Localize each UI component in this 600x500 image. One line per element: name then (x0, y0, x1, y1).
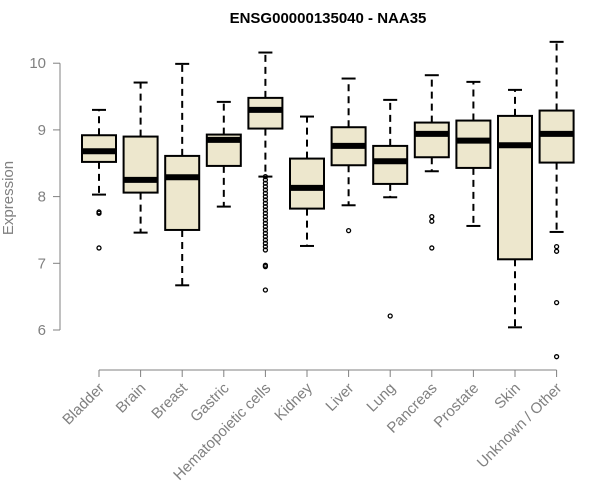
x-tick-label: Skin (491, 380, 524, 413)
y-tick-label: 7 (38, 255, 46, 272)
y-axis: 6 7 8 9 10 (29, 55, 61, 339)
outlier-point (262, 243, 269, 250)
outlier-point (96, 245, 102, 251)
box-liver (330, 77, 367, 234)
outlier-point (262, 187, 269, 193)
x-tick-label: Kidney (271, 379, 316, 424)
outlier-point (262, 213, 269, 220)
outlier-point (262, 233, 269, 240)
outlier-point (96, 210, 102, 216)
outlier-point (262, 173, 269, 180)
outlier-point (262, 207, 269, 213)
outlier-point (262, 217, 269, 223)
box-skin (497, 88, 533, 329)
iqr-box (372, 144, 409, 185)
y-tick-label: 9 (38, 122, 46, 139)
box-gastric (205, 100, 242, 208)
x-tick-label: Bladder (59, 380, 108, 429)
outlier-point (262, 237, 269, 243)
y-axis-label: Expression (0, 161, 17, 235)
outlier-point (262, 210, 269, 216)
outlier-point (262, 287, 269, 293)
y-tick-label: 8 (38, 189, 46, 206)
outlier-point (262, 190, 269, 196)
outlier-point (387, 313, 393, 319)
outlier-point (553, 243, 560, 250)
iqr-box (497, 114, 533, 261)
x-tick-label: Lung (363, 380, 399, 416)
outlier-point (262, 220, 269, 226)
x-tick-label: Brain (113, 380, 150, 417)
iqr-box (164, 154, 201, 231)
box-bladder (81, 108, 117, 251)
outlier-point (262, 240, 269, 246)
outlier-point (553, 248, 560, 254)
box-hematopoietic-cells (247, 51, 284, 293)
box-brain (122, 81, 159, 234)
box-series (81, 40, 575, 360)
outlier-point (262, 223, 269, 230)
box-prostate (455, 80, 492, 227)
outlier-point (262, 177, 269, 183)
outlier-point (262, 203, 269, 210)
x-tick-label: Breast (148, 379, 191, 422)
iqr-box (413, 121, 450, 159)
outlier-point (262, 230, 269, 236)
iqr-box (122, 135, 159, 194)
outlier-point (262, 193, 269, 200)
outlier-point (429, 213, 435, 220)
outlier-point (345, 227, 352, 234)
outlier-point (262, 197, 269, 203)
x-tick-label: Prostate (431, 380, 483, 432)
box-kidney (289, 115, 325, 247)
outlier-point (262, 200, 269, 206)
box-pancreas (413, 74, 450, 251)
chart-title: ENSG00000135040 - NAA35 (230, 10, 427, 27)
x-tick-label: Liver (322, 380, 357, 415)
iqr-box (289, 157, 325, 210)
box-lung (372, 98, 409, 319)
y-tick-label: 6 (38, 322, 46, 339)
outlier-point (553, 300, 560, 306)
iqr-box (247, 96, 284, 130)
outlier-point (429, 245, 435, 251)
outlier-point (262, 180, 269, 186)
box-breast (164, 62, 201, 287)
outlier-point (429, 218, 435, 224)
outlier-point (553, 354, 560, 360)
outlier-point (262, 247, 269, 253)
outlier-point (262, 263, 269, 270)
iqr-box (455, 119, 492, 169)
outlier-point (262, 227, 269, 233)
y-tick-label: 10 (29, 55, 46, 72)
outlier-point (262, 183, 269, 190)
box-unknown-other (538, 40, 575, 360)
